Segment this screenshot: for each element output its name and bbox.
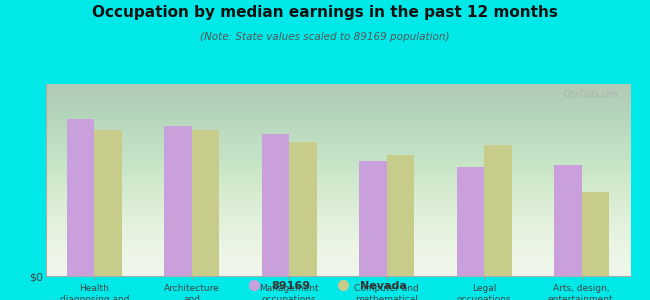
Text: City-Data.com: City-Data.com bbox=[564, 90, 619, 99]
Legend: 89169, Nevada: 89169, Nevada bbox=[240, 278, 410, 294]
Bar bbox=[457, 167, 484, 276]
Text: (Note: State values scaled to 89169 population): (Note: State values scaled to 89169 popu… bbox=[200, 32, 450, 41]
Bar bbox=[359, 161, 387, 276]
Bar bbox=[67, 118, 94, 276]
Text: Occupation by median earnings in the past 12 months: Occupation by median earnings in the pas… bbox=[92, 4, 558, 20]
Bar bbox=[192, 130, 219, 276]
Bar bbox=[554, 165, 582, 276]
Bar bbox=[582, 191, 609, 276]
Bar bbox=[289, 142, 317, 276]
Bar bbox=[387, 155, 414, 276]
Bar bbox=[94, 130, 122, 276]
Bar bbox=[164, 126, 192, 276]
Bar bbox=[484, 146, 512, 276]
Bar bbox=[262, 134, 289, 276]
